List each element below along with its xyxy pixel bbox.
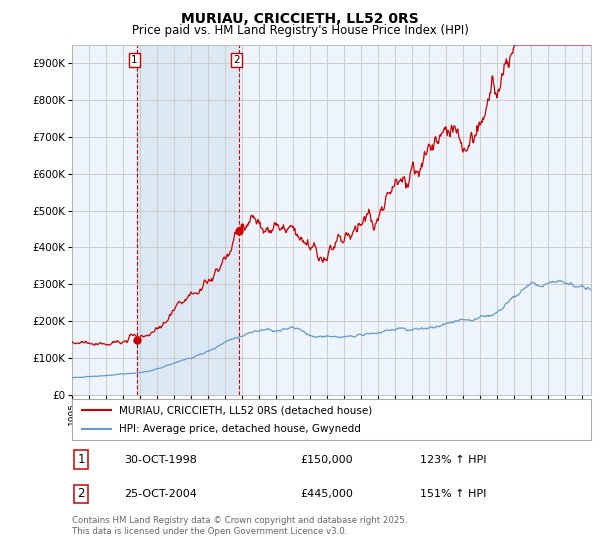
Text: Price paid vs. HM Land Registry's House Price Index (HPI): Price paid vs. HM Land Registry's House … xyxy=(131,24,469,36)
Bar xyxy=(137,45,239,395)
Text: 123% ↑ HPI: 123% ↑ HPI xyxy=(420,455,486,465)
Text: HPI: Average price, detached house, Gwynedd: HPI: Average price, detached house, Gwyn… xyxy=(119,424,361,433)
Text: 1: 1 xyxy=(77,453,85,466)
Text: 30-OCT-1998: 30-OCT-1998 xyxy=(124,455,197,465)
Text: 151% ↑ HPI: 151% ↑ HPI xyxy=(420,489,486,499)
Text: £150,000: £150,000 xyxy=(301,455,353,465)
Text: MURIAU, CRICCIETH, LL52 0RS (detached house): MURIAU, CRICCIETH, LL52 0RS (detached ho… xyxy=(119,405,372,415)
Text: MURIAU, CRICCIETH, LL52 0RS: MURIAU, CRICCIETH, LL52 0RS xyxy=(181,12,419,26)
Text: Contains HM Land Registry data © Crown copyright and database right 2025.
This d: Contains HM Land Registry data © Crown c… xyxy=(72,516,407,536)
Text: 25-OCT-2004: 25-OCT-2004 xyxy=(124,489,197,499)
Text: 2: 2 xyxy=(77,487,85,501)
Text: 1: 1 xyxy=(131,55,138,66)
Text: 2: 2 xyxy=(233,55,240,66)
Text: £445,000: £445,000 xyxy=(301,489,353,499)
